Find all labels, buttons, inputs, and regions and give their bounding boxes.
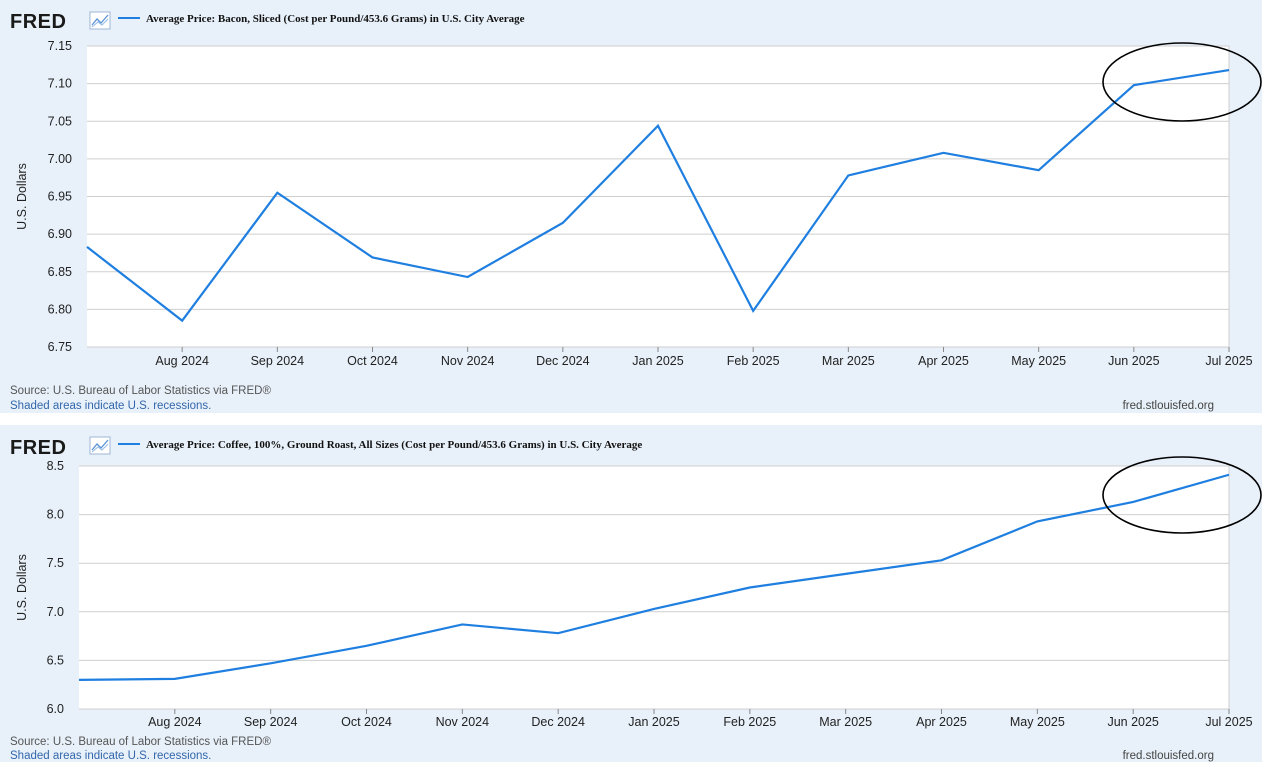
chart-title: Average Price: Bacon, Sliced (Cost per P… (146, 13, 525, 25)
bacon-price-chart: FRED Average Price: Bacon, Sliced (Cost p… (0, 0, 1262, 413)
x-tick-label: Oct 2024 (347, 354, 398, 368)
x-tick-label: Sep 2024 (244, 715, 298, 729)
y-tick-label: 8.0 (47, 508, 64, 522)
x-tick-label: Apr 2025 (918, 354, 969, 368)
bacon-price-chart-panel: FRED Average Price: Bacon, Sliced (Cost p… (0, 0, 1262, 413)
site-link[interactable]: fred.stlouisfed.org (1123, 750, 1214, 762)
recession-note: Shaded areas indicate U.S. recessions. (10, 400, 211, 412)
y-tick-label: 6.85 (48, 265, 72, 279)
x-tick-label: Mar 2025 (822, 354, 875, 368)
x-tick-label: Jun 2025 (1107, 715, 1158, 729)
x-tick-label: Sep 2024 (251, 354, 305, 368)
line-chart-icon (89, 436, 111, 455)
y-tick-label: 6.0 (47, 702, 64, 716)
y-tick-label: 7.0 (47, 605, 64, 619)
source-note: Source: U.S. Bureau of Labor Statistics … (10, 736, 271, 748)
coffee-price-chart-panel: FRED Average Price: Coffee, 100%, Ground … (0, 425, 1262, 762)
x-tick-label: Jan 2025 (632, 354, 683, 368)
y-tick-label: 7.15 (48, 39, 72, 53)
y-tick-label: 6.90 (48, 227, 72, 241)
x-tick-label: Jul 2025 (1205, 354, 1252, 368)
fred-logo: FRED (10, 11, 66, 33)
x-tick-label: Aug 2024 (155, 354, 209, 368)
y-tick-label: 7.00 (48, 152, 72, 166)
y-tick-label: 6.95 (48, 190, 72, 204)
legend: Average Price: Coffee, 100%, Ground Roas… (118, 439, 642, 451)
x-tick-label: Jun 2025 (1108, 354, 1159, 368)
y-tick-label: 6.75 (48, 340, 72, 354)
site-link[interactable]: fred.stlouisfed.org (1123, 400, 1214, 412)
x-tick-label: Jul 2025 (1205, 715, 1252, 729)
y-tick-label: 6.5 (47, 653, 64, 667)
y-tick-label: 8.5 (47, 459, 64, 473)
highlight-ellipse (1102, 42, 1262, 122)
icon-line-b (91, 443, 109, 453)
chart-title: Average Price: Coffee, 100%, Ground Roas… (146, 439, 642, 451)
legend: Average Price: Bacon, Sliced (Cost per P… (118, 13, 525, 25)
recession-note: Shaded areas indicate U.S. recessions. (10, 750, 211, 762)
icon-line-b (91, 18, 109, 28)
highlight-ellipse (1102, 456, 1262, 534)
y-tick-label: 7.5 (47, 556, 64, 570)
x-tick-label: Dec 2024 (536, 354, 590, 368)
y-axis-label: U.S. Dollars (15, 554, 29, 621)
icon-line-a (91, 439, 109, 451)
x-tick-label: Jan 2025 (628, 715, 679, 729)
plot-area (79, 466, 1229, 709)
x-tick-label: Feb 2025 (723, 715, 776, 729)
y-tick-label: 6.80 (48, 302, 72, 316)
x-tick-label: May 2025 (1010, 715, 1065, 729)
x-tick-label: May 2025 (1011, 354, 1066, 368)
x-tick-label: Apr 2025 (916, 715, 967, 729)
x-tick-label: Oct 2024 (341, 715, 392, 729)
y-axis-label: U.S. Dollars (15, 163, 29, 230)
line-chart-icon (89, 11, 111, 30)
y-tick-label: 7.10 (48, 77, 72, 91)
x-tick-label: Dec 2024 (531, 715, 585, 729)
x-tick-label: Feb 2025 (727, 354, 780, 368)
y-tick-label: 7.05 (48, 114, 72, 128)
coffee-price-chart: FRED Average Price: Coffee, 100%, Ground … (0, 425, 1262, 762)
fred-logo: FRED (10, 437, 66, 459)
x-tick-label: Aug 2024 (148, 715, 202, 729)
x-tick-label: Nov 2024 (436, 715, 490, 729)
icon-line-a (91, 14, 109, 26)
source-note: Source: U.S. Bureau of Labor Statistics … (10, 385, 271, 397)
x-tick-label: Nov 2024 (441, 354, 495, 368)
x-tick-label: Mar 2025 (819, 715, 872, 729)
